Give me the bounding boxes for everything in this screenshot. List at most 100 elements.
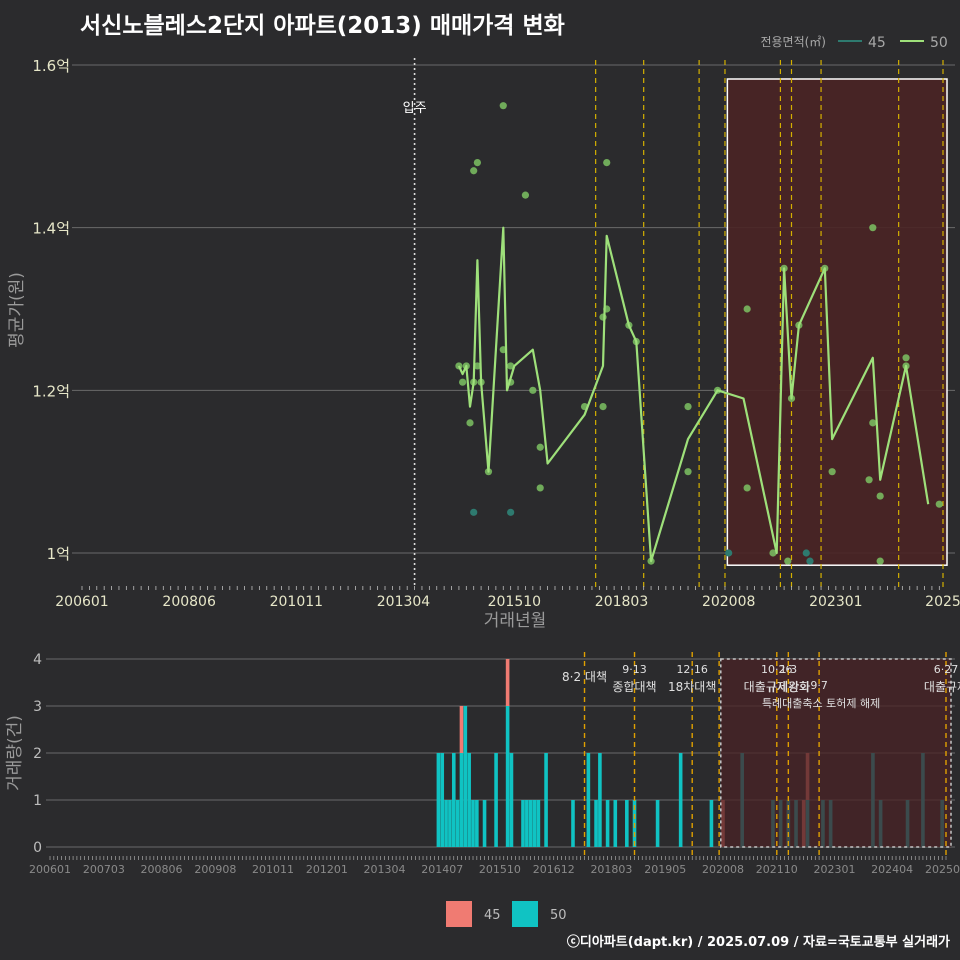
x-tick-label: 200601 — [55, 594, 108, 610]
point-50 — [470, 167, 478, 175]
point-45 — [470, 508, 478, 516]
point-50 — [828, 468, 836, 476]
y-axis-label: 평균가(원) — [7, 272, 27, 348]
x-tick-label: 201510 — [479, 863, 521, 876]
policy-label: 대출규제강화 — [744, 680, 810, 694]
x-tick-label: 201612 — [533, 863, 575, 876]
point-50 — [603, 159, 611, 167]
bar-50 — [436, 753, 441, 847]
y-tick-label: 4 — [33, 652, 42, 668]
x-tick-label: 201510 — [488, 594, 541, 610]
x-tick-label: 201905 — [644, 863, 686, 876]
x-tick-label: 201803 — [590, 863, 632, 876]
bar-50 — [605, 800, 610, 847]
bar-50 — [521, 800, 525, 847]
point-50 — [869, 224, 877, 232]
point-50 — [536, 443, 544, 451]
x-tick-label: 201407 — [421, 863, 463, 876]
y-tick-label: 3 — [33, 699, 42, 715]
bar-50 — [625, 800, 629, 847]
x-tick-label: 201011 — [252, 863, 294, 876]
point-50 — [684, 403, 692, 411]
bar-50 — [571, 800, 575, 847]
point-45 — [802, 549, 810, 557]
x-tick-label: 200806 — [162, 594, 216, 610]
point-50 — [536, 484, 544, 492]
point-50 — [935, 500, 943, 508]
x-tick-label: 2025 — [925, 594, 960, 610]
x-tick-label: 202506 — [925, 863, 960, 876]
move-in-label: 입주 — [403, 101, 427, 116]
point-50 — [769, 549, 777, 557]
bar-50 — [444, 800, 448, 847]
policy-label: 특례대출축소 토허제 해제 — [762, 696, 880, 710]
point-50 — [507, 362, 515, 370]
line-series-50 — [457, 226, 930, 563]
legend-label-45: 45 — [484, 908, 501, 923]
bar-45 — [459, 706, 464, 753]
y-tick-label: 1.4억 — [32, 220, 70, 238]
x-tick-label: 200703 — [83, 863, 125, 876]
bar-45 — [505, 659, 510, 706]
bar-50 — [440, 753, 445, 847]
bar-50 — [463, 706, 468, 847]
point-50 — [466, 419, 474, 427]
bar-50 — [544, 753, 548, 847]
y-tick-label: 1 — [33, 793, 42, 809]
policy-date: 10·26 — [761, 663, 793, 676]
x-tick-label: 201011 — [270, 594, 323, 610]
policy-date: 9·7 — [810, 679, 828, 692]
point-50 — [521, 191, 530, 199]
highlight-region — [720, 658, 952, 848]
policy-label: 8·2 대책 — [562, 669, 607, 684]
bar-50 — [598, 753, 602, 847]
bar-50 — [509, 753, 514, 847]
policy-date: 9·13 — [622, 663, 647, 676]
x-tick-label: 201304 — [364, 863, 406, 876]
bar-50 — [532, 800, 537, 847]
x-tick-label: 202301 — [809, 594, 862, 610]
bar-50 — [525, 800, 529, 847]
point-45 — [725, 549, 733, 557]
y-axis-label: 거래량(건) — [5, 715, 25, 791]
point-50 — [743, 305, 751, 313]
bar-50 — [678, 753, 683, 847]
point-50 — [865, 476, 873, 484]
point-50 — [529, 386, 537, 394]
bar-50 — [482, 800, 487, 847]
policy-date: 6·27 — [934, 663, 959, 676]
x-tick-label: 200806 — [141, 863, 183, 876]
policy-label: 규제완화 — [766, 680, 810, 694]
policy-label: 종합대책 — [612, 679, 656, 694]
page-title: 서신노블레스2단지 아파트(2013) 매매가격 변화 — [80, 13, 565, 39]
x-tick-label: 202301 — [813, 863, 855, 876]
policy-date: 1·3 — [780, 663, 798, 676]
legend-label-50: 50 — [550, 908, 567, 923]
point-45 — [507, 508, 515, 516]
volume-plot: 0 1 2 3 4 8·2 대책 9·13 종합대책 12·16 18차대책 10·26 대출규제강화… — [5, 652, 960, 927]
point-50 — [499, 102, 507, 110]
point-50 — [473, 362, 481, 370]
policy-date: 12·16 — [676, 663, 708, 676]
bar-50 — [613, 800, 618, 847]
policy-label: 18차대책 — [668, 679, 716, 694]
point-50 — [459, 378, 467, 386]
y-tick-label: 2 — [33, 746, 42, 762]
x-tick-label: 202404 — [871, 863, 913, 876]
legend-label-45: 45 — [868, 35, 886, 51]
bar-50 — [528, 800, 533, 847]
bar-50 — [455, 800, 460, 847]
legend-label-50: 50 — [930, 35, 948, 51]
bar-50 — [467, 753, 471, 847]
bar-50 — [586, 753, 591, 847]
legend-swatch-45 — [446, 901, 472, 927]
x-tick-label: 201803 — [595, 594, 648, 610]
y-tick-label: 1.2억 — [32, 382, 70, 400]
point-50 — [684, 468, 692, 476]
bar-50 — [448, 800, 452, 847]
legend-swatch-50 — [512, 901, 538, 927]
policy-label: 대출규제 — [924, 680, 960, 694]
x-tick-label: 200601 — [29, 863, 71, 876]
source-credit: ⓒ디아파트(dapt.kr) / 2025.07.09 / 자료=국토교통부 실… — [566, 935, 950, 950]
bar-50 — [655, 800, 660, 847]
